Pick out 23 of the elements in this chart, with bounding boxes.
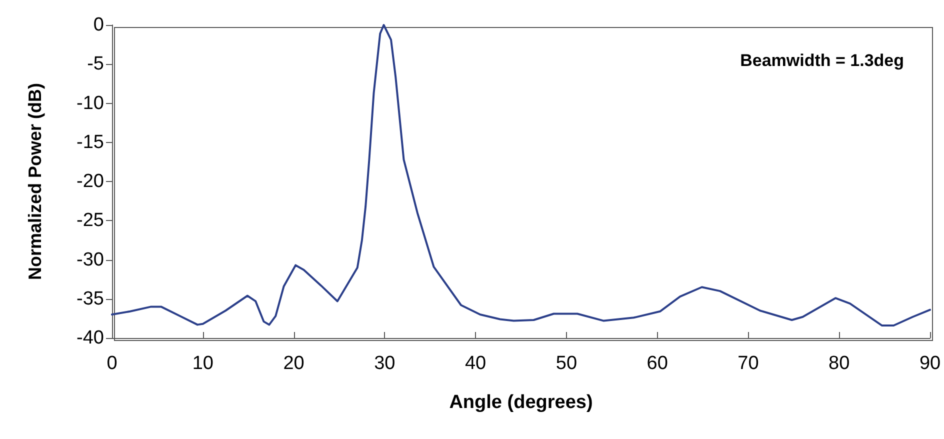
x-tick-label: 30 xyxy=(374,353,396,374)
y-tick-label: -25 xyxy=(76,210,104,232)
x-tick-label: 20 xyxy=(283,353,304,374)
x-tick-label: 40 xyxy=(464,353,486,374)
x-tick-label: 70 xyxy=(738,353,759,374)
y-tick-label: -10 xyxy=(76,92,104,114)
y-tick-label: 0 xyxy=(93,14,104,36)
x-tick-label: 60 xyxy=(646,353,668,374)
y-tick-label: -35 xyxy=(76,288,104,310)
y-tick-label: -40 xyxy=(76,328,104,348)
x-tick-label: 80 xyxy=(828,353,850,374)
y-tick-label: -5 xyxy=(87,54,104,75)
annotation: Beamwidth = 1.3deg xyxy=(740,51,904,70)
line-series xyxy=(111,24,931,326)
x-tick-label: 10 xyxy=(192,353,214,374)
y-tick-label: -30 xyxy=(76,249,104,270)
y-tick-label: -15 xyxy=(76,132,104,153)
x-tick-label: 0 xyxy=(106,353,118,374)
y-axis-title: Normalized Power (dB) xyxy=(25,82,45,280)
x-tick-label: 90 xyxy=(919,353,941,374)
x-axis-title: Angle (degrees) xyxy=(449,392,593,413)
x-tick-label: 50 xyxy=(556,353,578,374)
y-tick-label: -20 xyxy=(76,171,104,192)
